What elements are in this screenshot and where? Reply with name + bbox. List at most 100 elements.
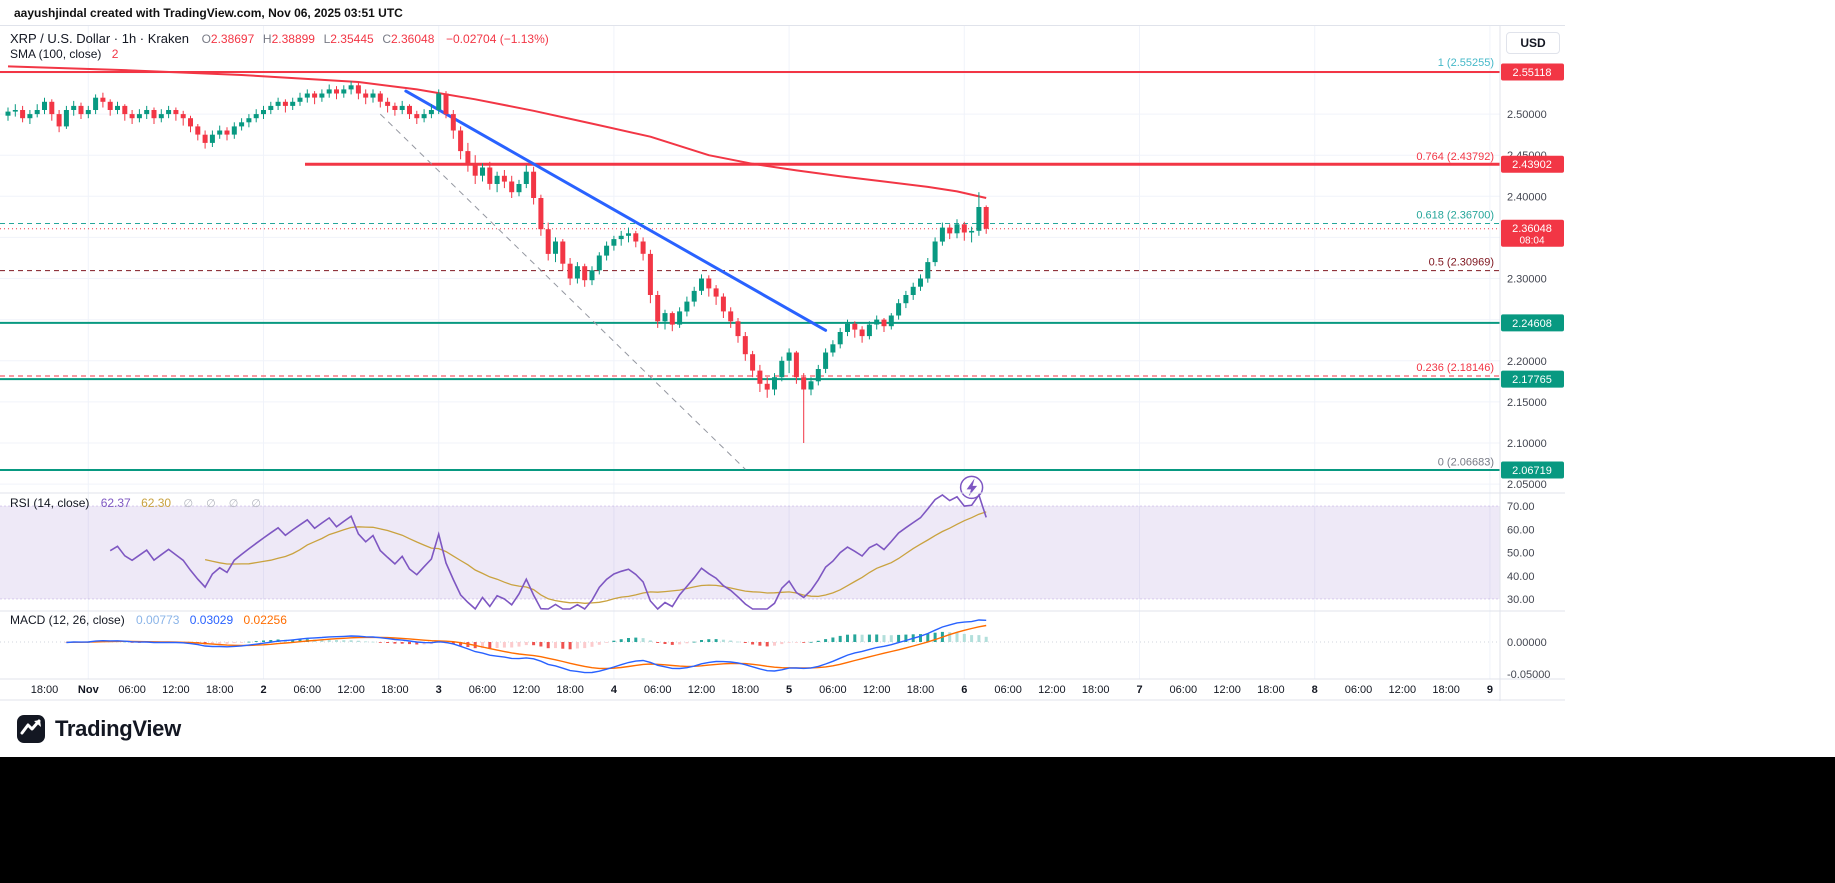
svg-text:12:00: 12:00 <box>1389 684 1417 696</box>
svg-text:0 (2.06683): 0 (2.06683) <box>1438 456 1494 468</box>
open-label: O <box>201 32 211 46</box>
svg-text:06:00: 06:00 <box>644 684 672 696</box>
svg-text:Nov: Nov <box>78 684 100 696</box>
svg-text:6: 6 <box>961 684 967 696</box>
chart-svg[interactable]: 1 (2.55255) 0.764 (2.43792) 0.618 (2.36700… <box>0 26 1565 701</box>
sma-label: SMA (100, close) <box>10 47 102 61</box>
sma-100-line[interactable] <box>7 65 987 199</box>
rsi-line <box>109 493 987 611</box>
attribution-text: aayushjindal created with TradingView.co… <box>14 6 403 20</box>
open-value: 2.38697 <box>210 32 255 46</box>
macd-line <box>66 619 987 674</box>
svg-text:50.00: 50.00 <box>1507 548 1535 560</box>
svg-text:2.30000: 2.30000 <box>1507 274 1547 286</box>
macd-signal-value: 0.02256 <box>243 613 287 627</box>
horizontal-levels[interactable] <box>0 71 1500 471</box>
svg-text:18:00: 18:00 <box>1082 684 1110 696</box>
change-value: −0.02704 (−1.13%) <box>446 32 549 46</box>
main-legend[interactable]: XRP / U.S. Dollar · 1h · Kraken O2.38697… <box>10 31 549 46</box>
low-label: L <box>323 32 331 46</box>
currency-toggle[interactable]: USD <box>1506 32 1560 54</box>
svg-text:2.24608: 2.24608 <box>1512 318 1552 330</box>
svg-text:12:00: 12:00 <box>688 684 716 696</box>
sma-legend[interactable]: SMA (100, close) 2 <box>10 47 118 61</box>
svg-text:8: 8 <box>1312 684 1318 696</box>
sma-value: 2 <box>111 47 119 61</box>
footer: TradingView <box>0 701 1835 757</box>
svg-text:12:00: 12:00 <box>162 684 190 696</box>
tradingview-wordmark[interactable]: TradingView <box>55 716 181 741</box>
svg-text:40.00: 40.00 <box>1507 571 1535 583</box>
svg-text:60.00: 60.00 <box>1507 524 1535 536</box>
svg-text:18:00: 18:00 <box>907 684 935 696</box>
macd-line-value: 0.03029 <box>189 613 234 627</box>
svg-text:12:00: 12:00 <box>513 684 541 696</box>
fib-trend-connector[interactable] <box>379 113 746 470</box>
high-label: H <box>262 32 272 46</box>
svg-text:30.00: 30.00 <box>1507 594 1535 606</box>
svg-text:0.00000: 0.00000 <box>1507 637 1547 649</box>
svg-text:06:00: 06:00 <box>994 684 1022 696</box>
macd-plot: 0.00000 -0.05000 <box>0 619 1550 681</box>
tradingview-logo-icon[interactable] <box>16 714 46 744</box>
svg-text:2.17765: 2.17765 <box>1512 374 1552 386</box>
close-value: 2.36048 <box>390 32 435 46</box>
svg-text:2.15000: 2.15000 <box>1507 397 1547 409</box>
svg-text:12:00: 12:00 <box>337 684 365 696</box>
svg-text:18:00: 18:00 <box>556 684 584 696</box>
svg-text:06:00: 06:00 <box>1345 684 1373 696</box>
low-value: 2.35445 <box>330 32 374 46</box>
attribution-bar: aayushjindal created with TradingView.co… <box>0 0 1835 25</box>
svg-text:2.10000: 2.10000 <box>1507 438 1547 450</box>
svg-text:12:00: 12:00 <box>1038 684 1066 696</box>
svg-text:3: 3 <box>436 684 442 696</box>
macd-legend[interactable]: MACD (12, 26, close) 0.00773 0.03029 0.0… <box>10 613 287 627</box>
macd-signal-line <box>66 624 987 670</box>
descending-trendline[interactable] <box>404 89 828 332</box>
svg-text:70.00: 70.00 <box>1507 501 1535 513</box>
rsi-legend[interactable]: RSI (14, close) 62.37 62.30 ∅ ∅ ∅ ∅ <box>10 496 266 510</box>
svg-text:0.5 (2.30969): 0.5 (2.30969) <box>1429 257 1494 269</box>
time-axis[interactable]: 18:00 Nov 06:00 12:00 18:00 2 06:00 12:00 18:00 3… <box>31 684 1493 696</box>
pane-separators <box>0 26 1565 701</box>
chart-canvas[interactable]: 1 (2.55255) 0.764 (2.43792) 0.618 (2.36700… <box>0 25 1565 701</box>
svg-text:18:00: 18:00 <box>1257 684 1285 696</box>
close-label: C <box>382 32 391 46</box>
svg-text:18:00: 18:00 <box>381 684 409 696</box>
svg-text:12:00: 12:00 <box>1213 684 1241 696</box>
svg-text:7: 7 <box>1136 684 1142 696</box>
svg-text:18:00: 18:00 <box>1432 684 1460 696</box>
rsi-ma-value: 62.30 <box>141 496 172 510</box>
rsi-label: RSI (14, close) <box>10 496 90 510</box>
macd-label: MACD (12, 26, close) <box>10 613 125 627</box>
svg-text:-0.05000: -0.05000 <box>1507 669 1550 681</box>
svg-text:2: 2 <box>260 684 266 696</box>
candlestick-series <box>5 81 989 443</box>
svg-text:06:00: 06:00 <box>118 684 146 696</box>
bottom-black-bar <box>0 757 1835 883</box>
svg-text:18:00: 18:00 <box>206 684 234 696</box>
rsi-plot: 70.00 60.00 50.00 40.00 30.00 <box>109 493 1535 611</box>
symbol-title: XRP / U.S. Dollar · 1h · Kraken <box>10 31 189 46</box>
svg-text:4: 4 <box>611 684 618 696</box>
svg-text:06:00: 06:00 <box>294 684 322 696</box>
rsi-empty-value-icons: ∅ ∅ ∅ ∅ <box>183 498 266 510</box>
svg-text:0.236 (2.18146): 0.236 (2.18146) <box>1416 362 1494 374</box>
high-value: 2.38899 <box>271 32 315 46</box>
svg-text:2.50000: 2.50000 <box>1507 109 1547 121</box>
fib-labels: 1 (2.55255) 0.764 (2.43792) 0.618 (2.36700… <box>1416 57 1494 468</box>
svg-text:18:00: 18:00 <box>732 684 760 696</box>
svg-text:2.20000: 2.20000 <box>1507 356 1547 368</box>
svg-text:2.06719: 2.06719 <box>1512 465 1552 477</box>
svg-text:1 (2.55255): 1 (2.55255) <box>1438 57 1494 69</box>
svg-text:06:00: 06:00 <box>469 684 497 696</box>
rsi-band <box>0 506 1500 599</box>
svg-text:2.55118: 2.55118 <box>1513 67 1552 79</box>
svg-text:12:00: 12:00 <box>863 684 891 696</box>
svg-text:2.36048: 2.36048 <box>1512 223 1552 235</box>
svg-text:06:00: 06:00 <box>819 684 847 696</box>
svg-text:18:00: 18:00 <box>31 684 59 696</box>
svg-text:06:00: 06:00 <box>1170 684 1198 696</box>
macd-hist-value: 0.00773 <box>136 613 180 627</box>
